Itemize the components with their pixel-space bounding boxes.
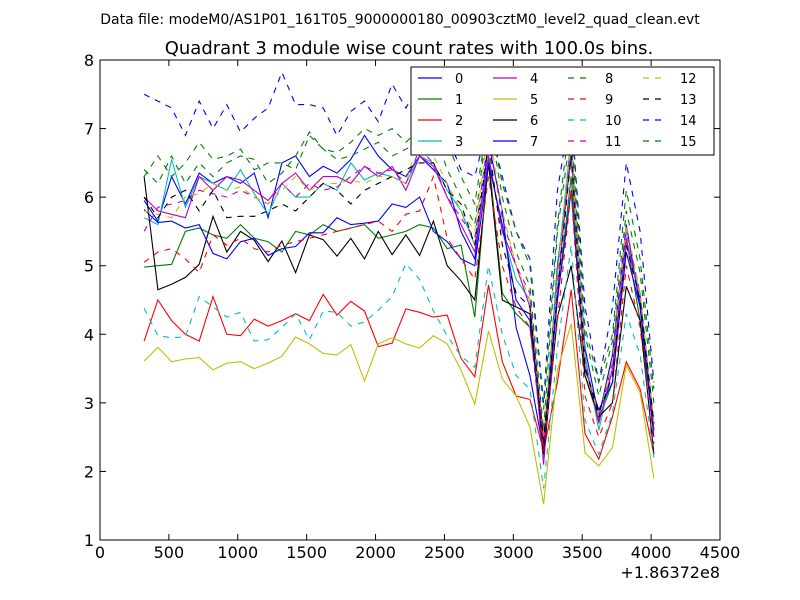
x-tick-label: 4000	[631, 543, 672, 562]
y-tick-label: 4	[84, 325, 94, 344]
series-layer	[143, 70, 655, 505]
series-line-10	[143, 245, 655, 489]
x-tick-label: 4500	[700, 543, 741, 562]
x-tick-label: 2000	[355, 543, 396, 562]
series-line-6	[143, 162, 655, 455]
legend-label-13: 13	[680, 93, 697, 108]
series-line-2	[143, 284, 655, 461]
x-offset-label: +1.86372e8	[620, 563, 720, 582]
x-tick-label: 3500	[562, 543, 603, 562]
legend-label-9: 9	[605, 93, 613, 108]
series-line-13	[143, 142, 655, 441]
x-tick-label: 2500	[424, 543, 465, 562]
chart-title: Quadrant 3 module wise count rates with …	[165, 38, 654, 59]
series-line-15	[143, 107, 655, 410]
legend-label-11: 11	[605, 135, 622, 150]
x-tick-label: 500	[154, 543, 185, 562]
series-line-5	[143, 323, 655, 505]
axes-layer: 0 500 1000 1500 2000 2500 3000 3500 4000 45001234…	[84, 51, 741, 562]
y-tick-label: 5	[84, 257, 94, 276]
legend-label-8: 8	[605, 72, 613, 87]
legend-label-3: 3	[455, 135, 463, 150]
y-tick-label: 8	[84, 51, 94, 70]
legend-label-6: 6	[530, 114, 538, 129]
legend-box	[410, 66, 715, 156]
legend-label-7: 7	[530, 135, 538, 150]
series-line-11	[143, 135, 655, 441]
y-tick-label: 1	[84, 531, 94, 550]
series-line-8	[143, 114, 655, 431]
x-tick-label: 3000	[493, 543, 534, 562]
series-line-1	[144, 155, 655, 438]
y-tick-label: 3	[84, 394, 94, 413]
legend-label-4: 4	[530, 72, 538, 87]
legend-label-15: 15	[680, 135, 697, 150]
series-line-9	[143, 174, 655, 451]
y-tick-label: 2	[84, 462, 94, 481]
series-line-3	[143, 135, 655, 458]
x-tick-label: 1500	[286, 543, 327, 562]
datafile-caption: Data file: modeM0/AS1P01_161T05_90000001…	[100, 12, 700, 28]
plot-frame	[99, 59, 721, 541]
y-tick-label: 7	[84, 120, 94, 139]
y-tick-label: 6	[84, 188, 94, 207]
series-line-12	[143, 128, 655, 438]
x-tick-label: 0	[95, 543, 105, 562]
legend-label-12: 12	[680, 72, 697, 87]
legend-label-5: 5	[530, 93, 538, 108]
x-tick-label: 1000	[217, 543, 258, 562]
legend-label-0: 0	[455, 72, 463, 87]
legend-label-2: 2	[455, 114, 463, 129]
legend-label-14: 14	[680, 114, 697, 129]
legend-label-1: 1	[455, 93, 463, 108]
legend-label-10: 10	[605, 114, 622, 129]
